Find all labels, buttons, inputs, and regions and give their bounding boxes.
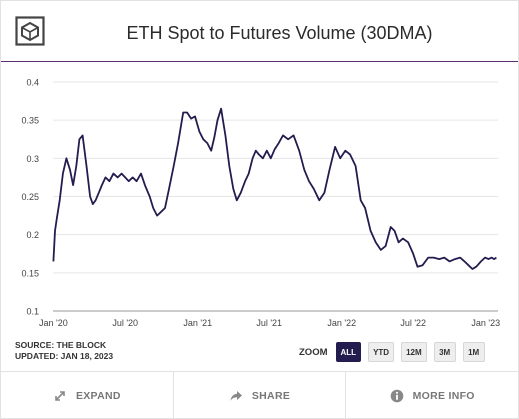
updated-line: UPDATED: JAN 18, 2023 bbox=[15, 351, 114, 361]
y-tick-label: 0.25 bbox=[21, 192, 39, 202]
zoom-3m-button[interactable]: 3M bbox=[433, 342, 456, 362]
x-tick-label: Jan '23 bbox=[471, 318, 500, 328]
x-tick-label: Jul '22 bbox=[400, 318, 426, 328]
share-icon bbox=[230, 390, 242, 401]
y-tick-label: 0.15 bbox=[21, 268, 39, 278]
zoom-controls: ZOOM ALL YTD 12M 3M 1M bbox=[299, 341, 492, 363]
share-button[interactable]: SHARE bbox=[174, 372, 347, 419]
y-tick-label: 0.4 bbox=[26, 78, 39, 88]
share-label: SHARE bbox=[251, 389, 291, 402]
expand-icon bbox=[55, 390, 65, 401]
x-tick-label: Jul '20 bbox=[112, 318, 138, 328]
x-tick-label: Jan '21 bbox=[183, 318, 212, 328]
x-tick-label: Jul '21 bbox=[256, 318, 282, 328]
y-tick-label: 0.2 bbox=[26, 230, 39, 240]
more-info-label: MORE INFO bbox=[412, 389, 475, 402]
expand-button[interactable]: EXPAND bbox=[1, 372, 174, 419]
chart-header: ETH Spot to Futures Volume (30DMA) bbox=[1, 1, 518, 62]
zoom-all-button[interactable]: ALL bbox=[335, 342, 362, 362]
y-tick-label: 0.1 bbox=[26, 307, 39, 317]
zoom-12m-button[interactable]: 12M bbox=[401, 342, 427, 362]
source-line: SOURCE: THE BLOCK bbox=[15, 340, 107, 350]
chart-title: ETH Spot to Futures Volume (30DMA) bbox=[126, 23, 433, 43]
zoom-1m-button[interactable]: 1M bbox=[462, 342, 485, 362]
x-tick-label: Jan '22 bbox=[327, 318, 356, 328]
zoom-ytd-button[interactable]: YTD bbox=[368, 342, 395, 362]
expand-label: EXPAND bbox=[75, 389, 121, 402]
chart-svg: 0.1 0.15 0.2 0.25 0.3 0.35 0.4 Jan '20 Jul '20 Ja… bbox=[21, 78, 500, 329]
y-tick-label: 0.3 bbox=[26, 154, 39, 164]
more-info-button[interactable]: MORE INFO bbox=[346, 372, 518, 419]
footer-actions: EXPAND SHARE MORE INFO bbox=[1, 371, 518, 419]
source-note: SOURCE: THE BLOCK UPDATED: JAN 18, 2023 bbox=[15, 340, 113, 362]
y-tick-label: 0.35 bbox=[21, 116, 39, 126]
chart-plot-area: 0.1 0.15 0.2 0.25 0.3 0.35 0.4 Jan '20 Jul '20 Ja… bbox=[1, 62, 518, 332]
series-line bbox=[52, 107, 497, 270]
the-block-logo-icon bbox=[15, 16, 45, 46]
info-icon bbox=[390, 389, 403, 402]
zoom-label: ZOOM bbox=[299, 346, 328, 358]
x-tick-label: Jan '20 bbox=[39, 318, 68, 328]
